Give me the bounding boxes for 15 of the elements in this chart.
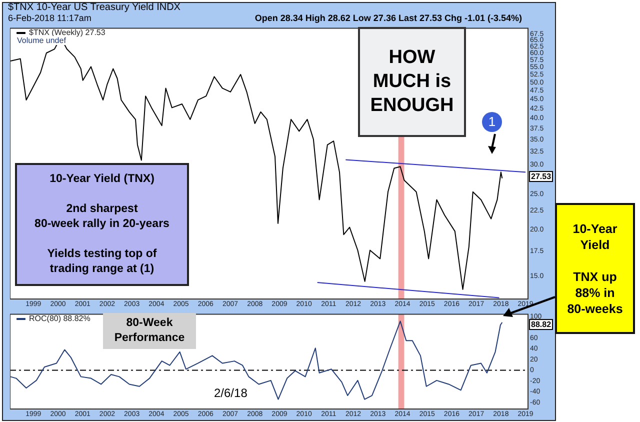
- legend-label: ROC(80) 88.82%: [29, 314, 90, 324]
- text: 27.53: [531, 172, 552, 181]
- legend-label: $TNX (Weekly) 27.53: [29, 28, 106, 38]
- note-box: HOW MUCH is ENOUGH: [358, 27, 466, 137]
- note-box: 10-Year Yield TNX up 88% in 80-weeks: [555, 203, 635, 334]
- note-box: 80-Week Performance: [103, 313, 196, 349]
- chart-title: $TNX 10-Year US Treasury Yield INDX: [8, 2, 180, 13]
- text: 88.82: [531, 320, 552, 329]
- text: Open 28.34 High 28.62 Low 27.36 Last 27.53 Chg -1.01 (-3.54%): [254, 13, 522, 23]
- note-box: 10-Year Yield (TNX) 2nd sharpest 80-week rally in 20-years Yields testing top of trading range at (1): [15, 163, 189, 286]
- text: 6-Feb-2018 11:17am: [8, 13, 92, 23]
- annotation: 2/6/18: [214, 386, 248, 400]
- annotation: Volume undef: [17, 36, 66, 45]
- annotation: 1: [488, 114, 496, 129]
- annotation: HOW MUCH is ENOUGH: [370, 46, 454, 118]
